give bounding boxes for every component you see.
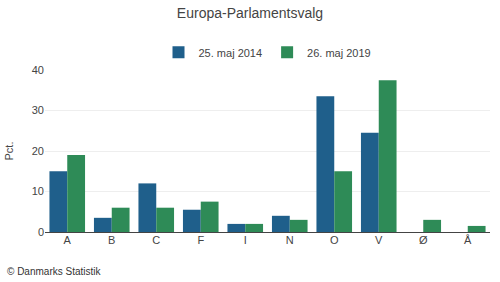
svg-text:A: A bbox=[64, 234, 72, 246]
svg-text:Å: Å bbox=[464, 234, 472, 246]
svg-text:30: 30 bbox=[32, 104, 44, 116]
svg-text:F: F bbox=[197, 234, 204, 246]
svg-text:© Danmarks Statistik: © Danmarks Statistik bbox=[7, 266, 102, 277]
svg-text:V: V bbox=[375, 234, 383, 246]
svg-text:Europa-Parlamentsvalg: Europa-Parlamentsvalg bbox=[177, 5, 323, 21]
svg-text:Ø: Ø bbox=[419, 234, 428, 246]
svg-text:Pct.: Pct. bbox=[3, 142, 15, 161]
svg-text:40: 40 bbox=[32, 64, 44, 76]
svg-text:N: N bbox=[286, 234, 294, 246]
svg-text:25. maj 2014: 25. maj 2014 bbox=[199, 47, 263, 59]
svg-text:0: 0 bbox=[38, 226, 44, 238]
svg-text:26. maj 2019: 26. maj 2019 bbox=[307, 47, 371, 59]
svg-text:O: O bbox=[330, 234, 339, 246]
svg-text:C: C bbox=[152, 234, 160, 246]
svg-text:I: I bbox=[244, 234, 247, 246]
svg-text:20: 20 bbox=[32, 145, 44, 157]
svg-text:B: B bbox=[108, 234, 115, 246]
svg-text:10: 10 bbox=[32, 185, 44, 197]
